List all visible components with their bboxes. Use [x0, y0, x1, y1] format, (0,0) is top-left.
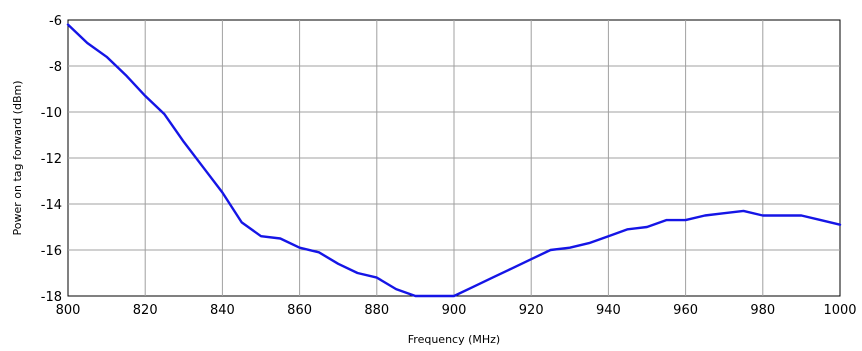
- x-tick-label: 880: [364, 303, 389, 318]
- grid: [68, 20, 840, 296]
- x-axis-label: Frequency (MHz): [408, 333, 500, 346]
- x-tick-label: 920: [519, 303, 544, 318]
- x-axis-ticks: 800 820 840 860 880 900 920 940 960 980 1000: [56, 303, 857, 318]
- x-tick-label: 860: [287, 303, 312, 318]
- series-layer: [66, 23, 842, 298]
- x-tick-label: 980: [750, 303, 775, 318]
- y-tick-label: -8: [49, 60, 62, 75]
- y-tick-label: -14: [41, 198, 62, 213]
- x-tick-label: 820: [133, 303, 158, 318]
- y-tick-label: -16: [41, 244, 62, 259]
- y-tick-label: -10: [41, 106, 62, 121]
- x-tick-label: 900: [442, 303, 467, 318]
- series-line: [66, 23, 842, 298]
- y-axis-ticks: -18 -16 -14 -12 -10 -8 -6: [41, 14, 62, 305]
- x-tick-label: 960: [673, 303, 698, 318]
- y-tick-label: -12: [41, 152, 62, 167]
- x-tick-label: 1000: [823, 303, 856, 318]
- y-tick-label: -6: [49, 14, 62, 29]
- y-tick-label: -18: [41, 290, 62, 305]
- y-axis-label: Power on tag forward (dBm): [11, 81, 24, 236]
- x-tick-label: 840: [210, 303, 235, 318]
- x-tick-label: 800: [56, 303, 81, 318]
- x-tick-label: 940: [596, 303, 621, 318]
